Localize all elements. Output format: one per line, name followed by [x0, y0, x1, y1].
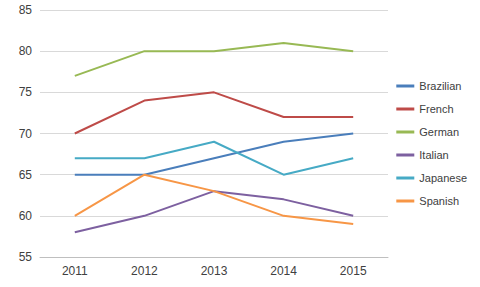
svg-text:85: 85 — [19, 3, 33, 17]
svg-text:2015: 2015 — [340, 264, 367, 278]
svg-text:60: 60 — [19, 209, 33, 223]
svg-text:75: 75 — [19, 85, 33, 99]
svg-text:80: 80 — [19, 44, 33, 58]
svg-text:German: German — [419, 126, 459, 138]
svg-text:2014: 2014 — [270, 264, 297, 278]
svg-text:65: 65 — [19, 168, 33, 182]
svg-text:Italian: Italian — [419, 149, 448, 161]
svg-text:French: French — [419, 103, 453, 115]
svg-text:2012: 2012 — [131, 264, 158, 278]
svg-text:Spanish: Spanish — [419, 195, 459, 207]
svg-text:70: 70 — [19, 127, 33, 141]
svg-text:Brazilian: Brazilian — [419, 80, 461, 92]
svg-text:55: 55 — [19, 250, 33, 264]
svg-text:Japanese: Japanese — [419, 172, 467, 184]
svg-text:2013: 2013 — [201, 264, 228, 278]
svg-text:2011: 2011 — [62, 264, 88, 278]
